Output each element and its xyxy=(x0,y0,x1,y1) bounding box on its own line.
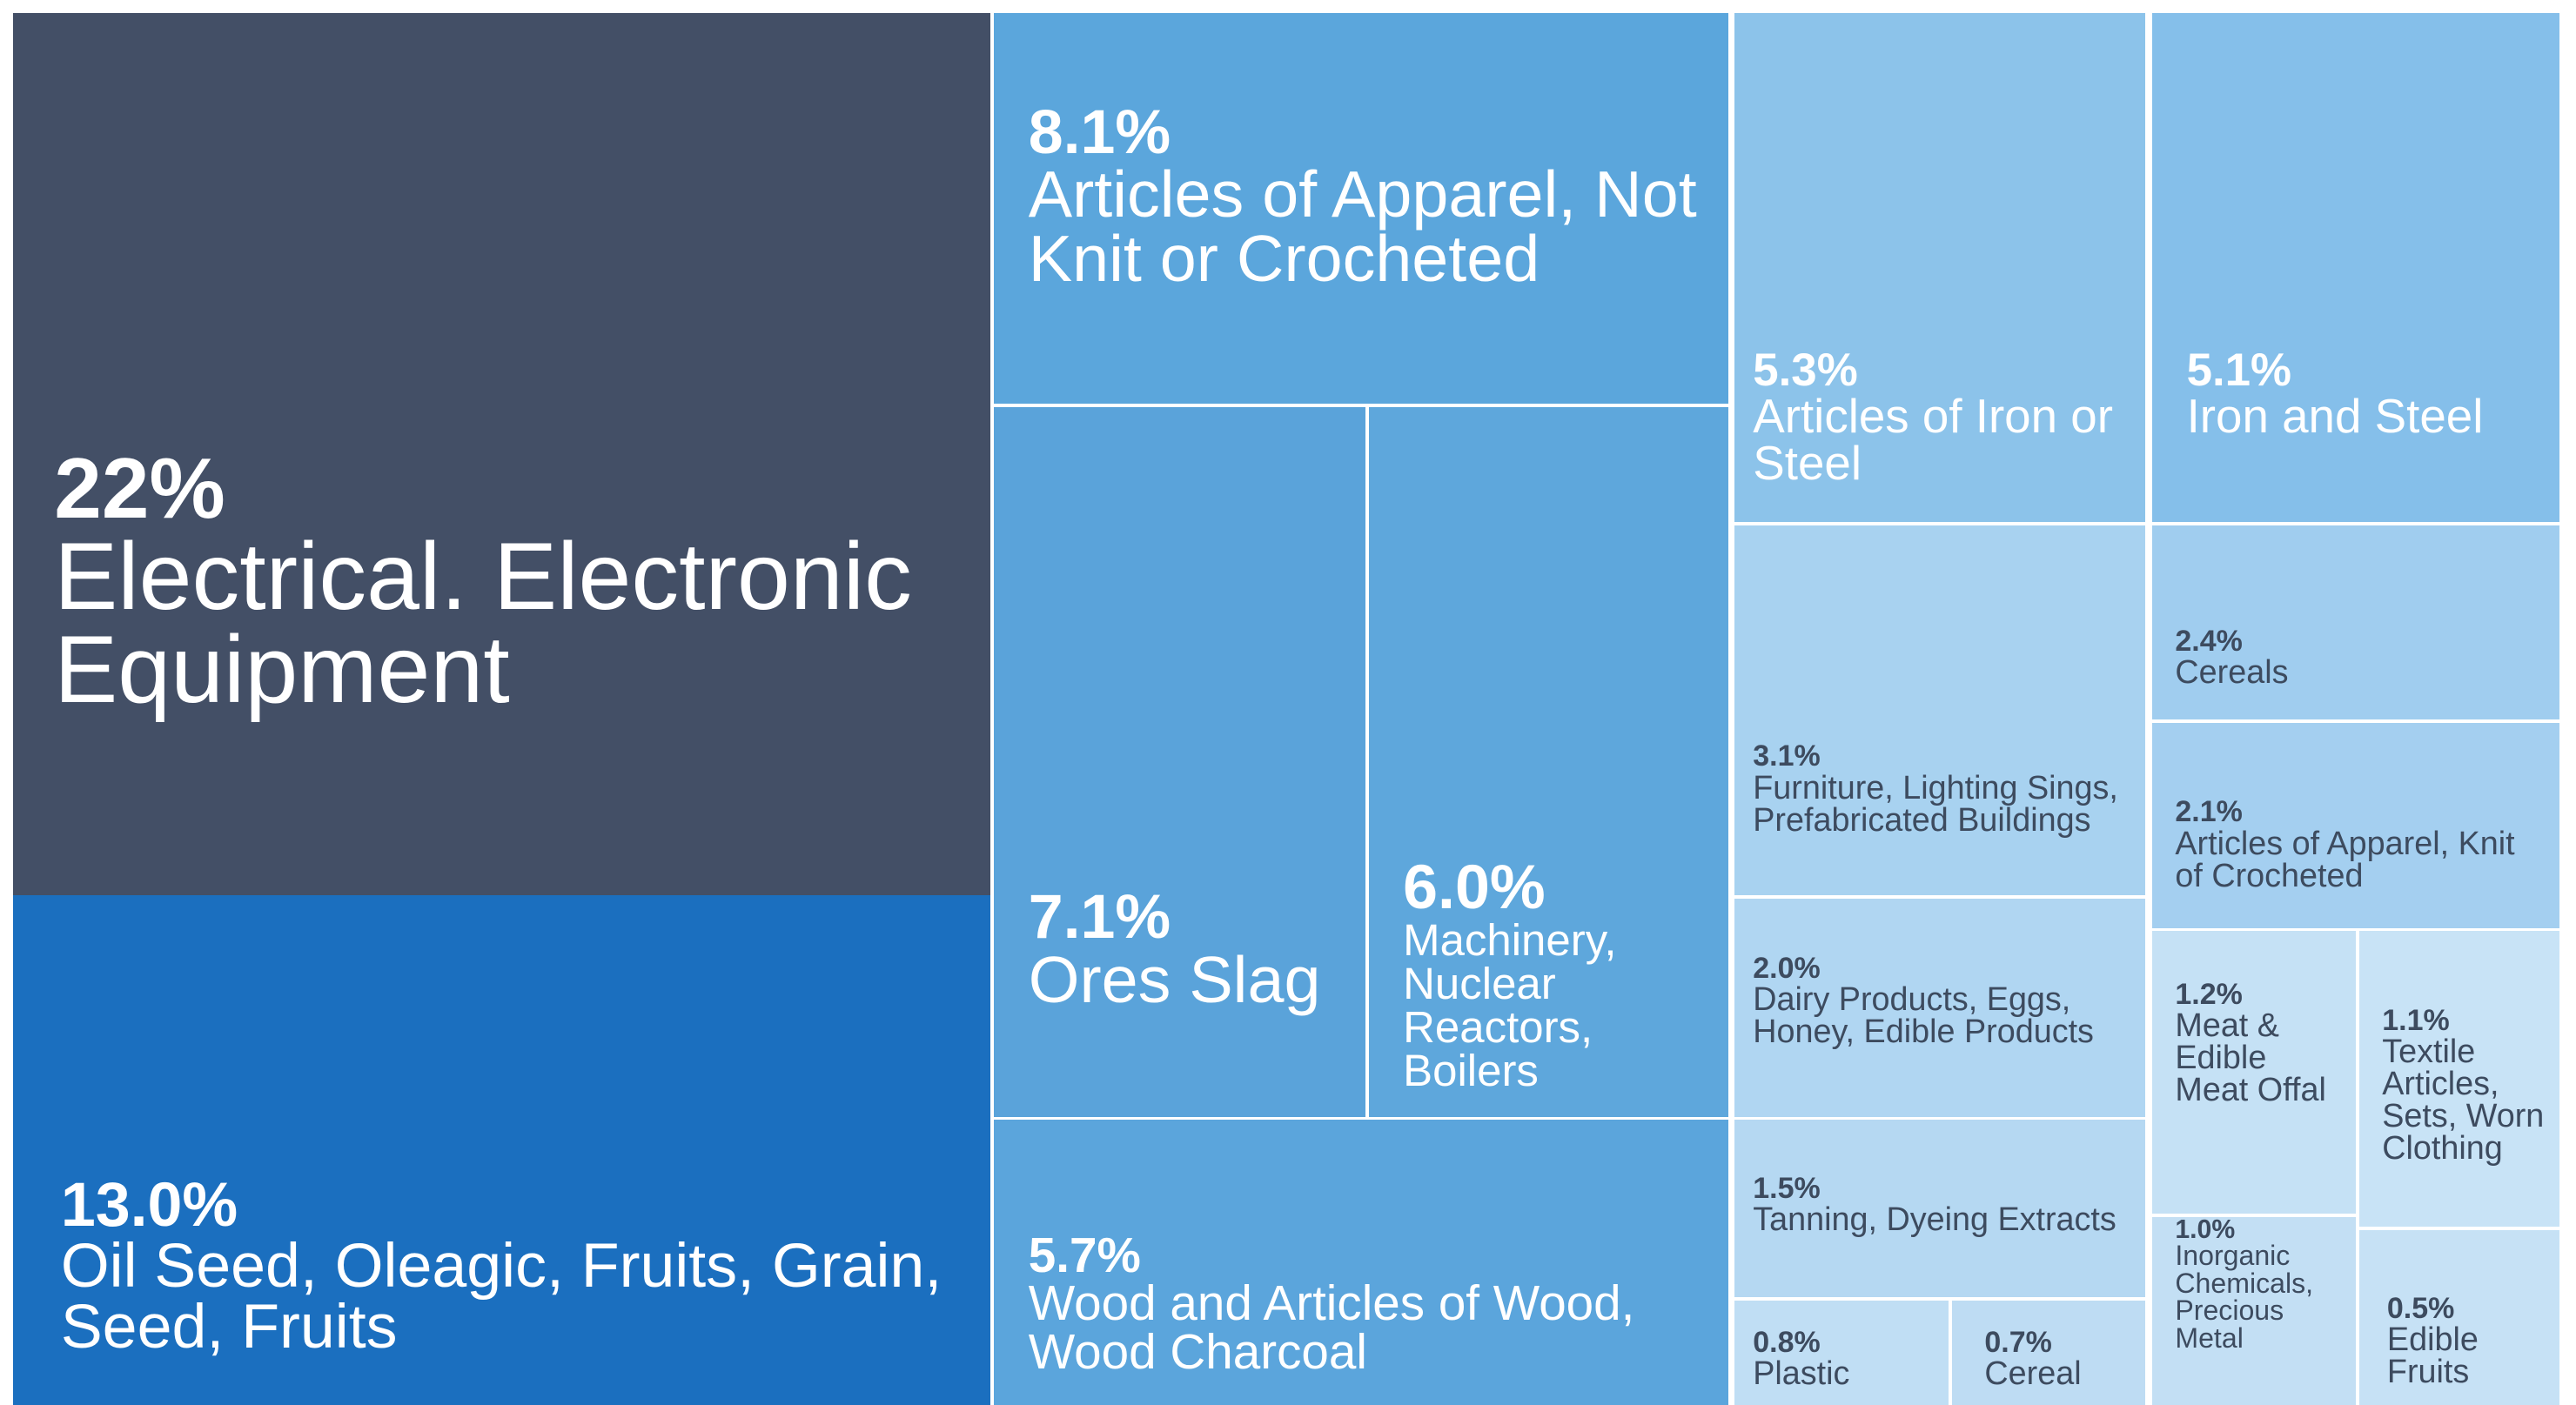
tile-label: 5.7% Wood and Articles of Wood, Wood Char… xyxy=(1028,1228,1715,1380)
value-label: 5.1% xyxy=(2186,345,2292,397)
value-label: 3.1% xyxy=(1753,739,1821,773)
category-label: Furniture, Lighting Sings, Prefabricated… xyxy=(1753,768,2118,838)
category-label: Oil Seed, Oleagic, Fruits, Grain, Seed, … xyxy=(60,1231,943,1362)
value-label: 13.0% xyxy=(60,1169,238,1240)
category-label: Articles of Apparel, Not Knit or Crochet… xyxy=(1028,158,1697,297)
tile xyxy=(13,13,991,895)
tile-label: 1.0% Inorganic Chemicals, Precious Metal xyxy=(2175,1214,2343,1354)
tile-label: 2.1% Articles of Apparel, Knit of Crochet… xyxy=(2175,795,2546,893)
category-label: Cereal xyxy=(1984,1355,2082,1392)
value-label: 1.5% xyxy=(1753,1171,1821,1205)
category-label: Meat & Edible Meat Offal xyxy=(2175,1007,2326,1108)
tile-label: 1.5% Tanning, Dyeing Extracts xyxy=(1753,1174,2132,1235)
value-label: 2.1% xyxy=(2175,795,2243,829)
tile xyxy=(1734,898,2146,1117)
category-label: Articles of Iron or Steel xyxy=(1753,389,2113,490)
value-label: 7.1% xyxy=(1028,882,1171,953)
value-label: 0.8% xyxy=(1753,1326,1821,1360)
category-label: Dairy Products, Eggs, Honey, Edible Prod… xyxy=(1753,980,2094,1050)
value-label: 6.0% xyxy=(1403,853,1546,923)
tile-label: 1.2% Meat & Edible Meat Offal xyxy=(2175,980,2343,1106)
category-label: Tanning, Dyeing Extracts xyxy=(1753,1201,2116,1238)
tile xyxy=(1734,13,2146,523)
value-label: 1.2% xyxy=(2175,977,2243,1011)
tile xyxy=(2358,931,2560,1228)
value-label: 8.1% xyxy=(1028,97,1171,168)
tile-label: 6.0% Machinery, Nuclear Reactors, Boilers xyxy=(1403,853,1715,1095)
value-label: 22% xyxy=(54,440,225,537)
value-label: 2.4% xyxy=(2175,625,2243,659)
value-label: 2.0% xyxy=(1753,951,1821,985)
tile-label: 22% Electrical. Electronic Equipment xyxy=(54,440,977,723)
value-label: 5.3% xyxy=(1753,345,1858,397)
tile xyxy=(2151,13,2560,523)
category-label: Ores Slag xyxy=(1028,943,1321,1017)
value-label: 1.0% xyxy=(2175,1214,2236,1244)
category-label: Edible Fruits xyxy=(2386,1320,2479,1389)
value-label: 1.1% xyxy=(2382,1004,2450,1038)
tile-label: 0.5% Edible Fruits xyxy=(2386,1291,2546,1389)
tile-label: 8.1% Articles of Apparel, Not Knit or Cro… xyxy=(1028,97,1715,297)
value-label: 5.7% xyxy=(1028,1228,1141,1283)
tile xyxy=(2151,722,2560,928)
tile xyxy=(994,1120,1728,1405)
tile xyxy=(2358,1229,2560,1405)
tile xyxy=(1734,525,2146,895)
tile xyxy=(994,407,1365,1117)
category-label: Electrical. Electronic Equipment xyxy=(54,523,912,723)
value-label: 0.7% xyxy=(1984,1326,2052,1360)
category-label: Cereals xyxy=(2175,653,2289,691)
tile xyxy=(994,13,1728,405)
category-label: Inorganic Chemicals, Precious Metal xyxy=(2175,1240,2314,1354)
category-label: Textile Articles, Sets, Worn Clothing xyxy=(2382,1033,2545,1167)
tile xyxy=(1734,1301,1949,1405)
tile-label: 13.0% Oil Seed, Oleagic, Fruits, Grain, S… xyxy=(61,1174,977,1358)
category-label: Plastic xyxy=(1753,1355,1850,1392)
tile xyxy=(1734,1120,2146,1298)
tile-label: 5.3% Articles of Iron or Steel xyxy=(1753,345,2132,490)
category-label: Wood and Articles of Wood, Wood Charcoal xyxy=(1028,1276,1635,1380)
tile-label: 7.1% Ores Slag xyxy=(1028,882,1352,1017)
tile-label: 0.8% Plastic xyxy=(1753,1328,1935,1389)
category-label: Articles of Apparel, Knit of Crocheted xyxy=(2175,824,2515,893)
tile-label: 2.0% Dairy Products, Eggs, Honey, Edible … xyxy=(1753,951,2132,1050)
category-label: Machinery, Nuclear Reactors, Boilers xyxy=(1403,914,1617,1095)
tile-label: 1.1% Textile Articles, Sets, Worn Clothin… xyxy=(2382,1004,2546,1167)
tile-label: 2.4% Cereals xyxy=(2175,625,2546,691)
tile xyxy=(2151,931,2357,1214)
category-label: Iron and Steel xyxy=(2186,389,2484,443)
tile xyxy=(2151,525,2560,719)
tile xyxy=(1951,1301,2146,1405)
tile xyxy=(1368,407,1728,1117)
tile xyxy=(13,894,991,1405)
tile xyxy=(2151,1216,2357,1405)
tile-label: 0.7% Cereal xyxy=(1984,1328,2132,1389)
tile-label: 5.1% Iron and Steel xyxy=(2186,345,2546,443)
value-label: 0.5% xyxy=(2386,1291,2455,1325)
tile-label: 3.1% Furniture, Lighting Sings, Prefabric… xyxy=(1753,739,2132,838)
